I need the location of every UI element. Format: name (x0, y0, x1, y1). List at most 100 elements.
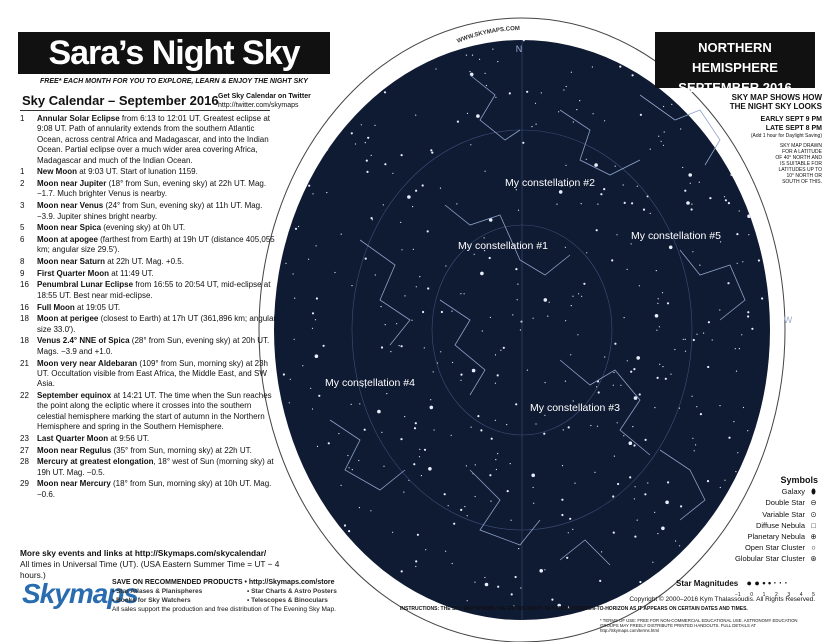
star (706, 480, 710, 483)
star (404, 416, 406, 418)
star (678, 407, 681, 409)
event-day: 29 (20, 479, 29, 489)
event-day: 8 (20, 257, 25, 267)
star (367, 136, 370, 139)
star (561, 185, 563, 187)
star (532, 486, 534, 489)
twitter-url[interactable]: http://twitter.com/skymaps (218, 102, 299, 109)
store-link[interactable]: SAVE ON RECOMMENDED PRODUCTS • http://Sk… (112, 579, 335, 586)
star (474, 495, 476, 498)
star (680, 505, 683, 508)
star (727, 202, 731, 205)
star (660, 140, 662, 142)
star (603, 188, 606, 191)
symbol-label: Galaxy (781, 487, 805, 497)
star (484, 582, 489, 587)
star (380, 346, 384, 349)
star (696, 406, 698, 408)
event-text: at 9:03 UT. Start of lunation 1159. (77, 167, 198, 177)
star (693, 233, 695, 235)
event-title: Last Quarter Moon (37, 433, 109, 443)
event-day: 6 (20, 234, 25, 244)
logo[interactable]: Skymaps (22, 578, 139, 609)
star (350, 403, 352, 405)
star (359, 403, 361, 405)
star (400, 438, 403, 441)
event-title: Moon at apogee (37, 234, 98, 244)
star (451, 562, 453, 565)
star (298, 225, 300, 228)
symbol-label: Planetary Nebula (747, 532, 805, 542)
star (653, 238, 655, 240)
star (594, 471, 596, 473)
star (657, 298, 659, 300)
star (724, 199, 728, 202)
star (757, 259, 761, 262)
star (282, 373, 285, 376)
star (652, 561, 654, 563)
star (510, 593, 513, 596)
product: • Books for Sky Watchers (112, 597, 191, 604)
magnitude-label: 0 (750, 592, 754, 598)
star (400, 221, 402, 223)
late-time: LATE SEPT 8 PM (765, 125, 822, 132)
star (456, 203, 458, 205)
star (577, 334, 579, 336)
symbol-row: Planetary Nebula ⊕ (700, 531, 818, 542)
star (663, 131, 665, 133)
star (599, 579, 602, 583)
title: Sara’s Night Sky Map (18, 32, 330, 114)
star (747, 315, 750, 318)
star (314, 319, 317, 321)
star (365, 159, 368, 162)
star (535, 423, 537, 425)
star (567, 532, 569, 534)
star (415, 114, 417, 116)
star (479, 58, 481, 61)
star (427, 287, 430, 290)
star (488, 256, 491, 260)
star (288, 402, 290, 404)
event-text: (24° from Sun, evening sky) at 11h UT. M… (37, 201, 263, 221)
star (421, 184, 424, 187)
star (497, 453, 499, 455)
grid-circles (351, 40, 693, 620)
star (569, 186, 571, 188)
star (460, 508, 463, 511)
star (312, 193, 314, 195)
event-body: Last Quarter Moon at 9:56 UT. (37, 434, 149, 444)
event-day: 22 (20, 391, 29, 401)
symbol-icon: ○ (811, 543, 816, 553)
star (742, 406, 745, 409)
star (514, 575, 517, 579)
symbol-label: Open Star Cluster (744, 543, 805, 553)
star (656, 329, 658, 331)
magnitudes-title: Star Magnitudes (676, 579, 739, 588)
hemisphere: NORTHERN HEMISPHERE (692, 40, 778, 75)
star (688, 173, 692, 177)
star (639, 113, 643, 116)
star (707, 365, 710, 369)
star (548, 301, 550, 303)
star (386, 393, 388, 395)
star (473, 253, 475, 255)
star (742, 261, 744, 263)
star (419, 448, 421, 450)
star (686, 201, 690, 205)
star (440, 310, 443, 314)
star (381, 431, 383, 433)
symbol-row: Diffuse Nebula □ (700, 520, 818, 531)
more-link[interactable]: More sky events and links at http://Skym… (20, 548, 267, 558)
star (481, 330, 483, 332)
star (661, 292, 664, 294)
star (649, 212, 651, 214)
star (642, 208, 646, 211)
star (720, 241, 722, 243)
star (689, 182, 691, 184)
month: SEPTEMBER 2016 (678, 80, 792, 95)
star (736, 262, 738, 264)
star (614, 342, 617, 345)
star (616, 422, 618, 424)
star (590, 424, 592, 427)
